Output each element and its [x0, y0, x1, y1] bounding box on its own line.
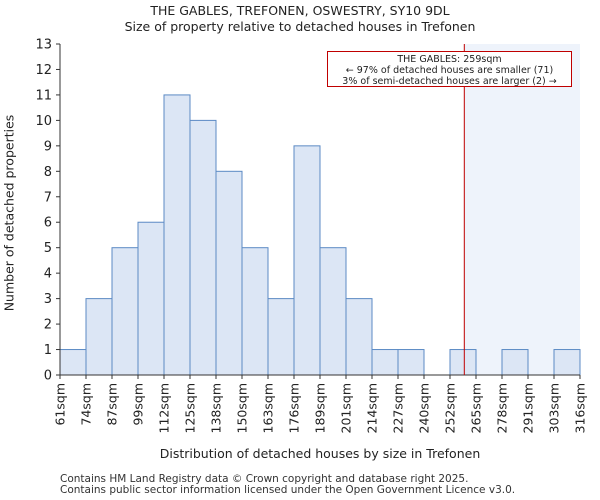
chart-title: THE GABLES, TREFONEN, OSWESTRY, SY10 9DL: [150, 3, 450, 18]
chart-subtitle: Size of property relative to detached ho…: [124, 19, 476, 34]
bar-87sqm: [111, 247, 139, 376]
annotation-line-1: THE GABLES: 259sqm: [397, 54, 502, 65]
y-axis-label: Number of detached properties: [1, 114, 17, 312]
x-tick-label-240sqm: 240sqm: [417, 383, 432, 433]
annotation-line-3: 3% of semi-detached houses are larger (2…: [342, 76, 557, 87]
bar-125sqm: [189, 119, 217, 376]
x-tick-label-303sqm: 303sqm: [547, 383, 562, 433]
x-tick-label-61sqm: 61sqm: [53, 383, 68, 426]
bar-278sqm: [501, 349, 529, 376]
y-tick-label-7: 7: [44, 190, 52, 205]
highlight-region: [464, 44, 580, 375]
x-tick-label-201sqm: 201sqm: [339, 383, 354, 433]
bar-201sqm: [345, 298, 373, 376]
x-tick-label-163sqm: 163sqm: [261, 383, 276, 433]
x-tick-label-227sqm: 227sqm: [391, 383, 406, 433]
footer-line-2: Contains public sector information licen…: [60, 484, 516, 496]
x-tick-label-74sqm: 74sqm: [79, 383, 94, 426]
bar-176sqm: [293, 145, 321, 376]
x-tick-label-99sqm: 99sqm: [131, 383, 146, 426]
x-tick-label-87sqm: 87sqm: [105, 383, 120, 426]
x-tick-label-176sqm: 176sqm: [287, 383, 302, 433]
bar-303sqm: [553, 349, 581, 376]
x-tick-label-265sqm: 265sqm: [469, 383, 484, 433]
bar-214sqm: [371, 349, 399, 376]
annotation-box: THE GABLES: 259sqm ← 97% of detached hou…: [327, 51, 572, 87]
y-tick-label-0: 0: [44, 369, 52, 384]
y-tick-label-1: 1: [44, 343, 52, 358]
x-tick-label-316sqm: 316sqm: [573, 383, 588, 433]
x-tick-label-278sqm: 278sqm: [495, 383, 510, 433]
bar-61sqm: [59, 349, 87, 376]
y-tick-label-13: 13: [35, 38, 52, 53]
y-tick-label-9: 9: [44, 139, 52, 154]
x-tick-label-150sqm: 150sqm: [235, 383, 250, 433]
bar-138sqm: [215, 170, 243, 376]
x-tick-label-291sqm: 291sqm: [521, 383, 536, 433]
footer-line-1: Contains HM Land Registry data © Crown c…: [60, 473, 469, 485]
bar-112sqm: [163, 94, 191, 376]
y-tick-label-8: 8: [44, 165, 52, 180]
y-tick-label-10: 10: [35, 114, 52, 129]
bar-252sqm: [449, 349, 477, 376]
y-tick-label-3: 3: [44, 292, 52, 307]
y-tick-label-5: 5: [44, 241, 52, 256]
x-tick-label-252sqm: 252sqm: [443, 383, 458, 433]
bar-227sqm: [397, 349, 425, 376]
y-tick-label-4: 4: [44, 267, 52, 282]
x-axis-label: Distribution of detached houses by size …: [159, 446, 481, 461]
x-tick-label-189sqm: 189sqm: [313, 383, 328, 433]
x-tick-label-138sqm: 138sqm: [209, 383, 224, 433]
x-tick-label-112sqm: 112sqm: [157, 383, 172, 433]
bar-163sqm: [267, 298, 295, 376]
y-tick-label-12: 12: [35, 63, 52, 78]
x-tick-label-214sqm: 214sqm: [365, 383, 380, 433]
bar-189sqm: [319, 247, 347, 376]
annotation-line-2: ← 97% of detached houses are smaller (71…: [345, 65, 554, 76]
bar-74sqm: [85, 298, 113, 376]
x-tick-label-125sqm: 125sqm: [183, 383, 198, 433]
bar-150sqm: [241, 247, 269, 376]
y-tick-label-6: 6: [44, 216, 52, 231]
y-tick-label-2: 2: [44, 318, 52, 333]
y-tick-label-11: 11: [35, 88, 52, 103]
bar-99sqm: [137, 221, 165, 376]
